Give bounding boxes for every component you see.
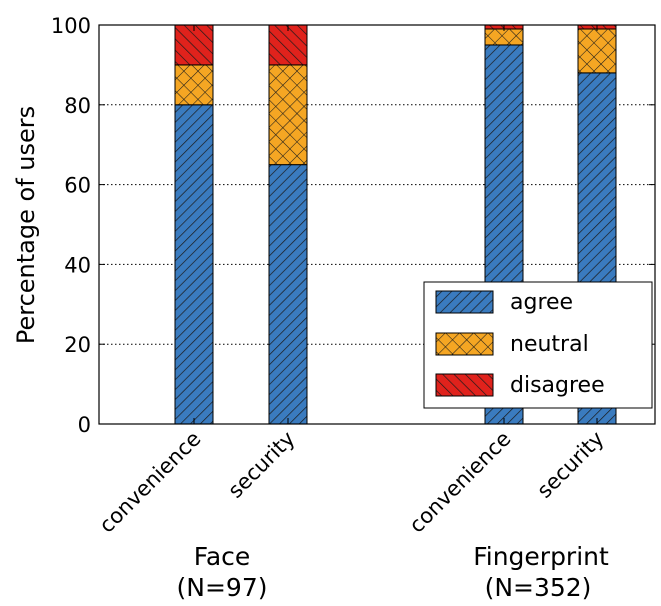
y-tick-label: 80 [64,94,91,118]
x-tick-label: convenience [95,427,206,538]
legend-swatch-agree [435,290,494,314]
y-tick-label: 100 [51,14,91,38]
legend-label-neutral: neutral [510,332,589,357]
legend-swatch-neutral [435,332,494,356]
x-tick-label: security [532,427,608,503]
bar-agree [174,104,214,425]
x-tick-label: security [223,427,299,503]
y-tick-label: 40 [64,253,91,277]
bar-neutral [174,64,214,106]
legend: agree neutral disagree [423,281,653,409]
bar-agree [268,164,308,425]
x-tick-label: convenience [405,427,516,538]
bar-disagree [268,24,308,66]
bar-neutral [484,28,524,46]
y-tick-label: 60 [64,174,91,198]
legend-swatch-disagree [435,373,494,397]
group-label-face: Face [194,542,251,571]
bar-neutral [577,28,617,74]
y-tick-label: 0 [78,413,91,437]
y-axis-title: Percentage of users [12,106,40,344]
group-label-fingerprint: Fingerprint [473,542,609,571]
group-label-face-n: (N=97) [177,573,268,602]
legend-label-agree: agree [510,290,573,315]
y-tick-label: 20 [64,333,91,357]
group-label-fingerprint-n: (N=352) [485,573,592,602]
plot-frame [98,24,656,425]
legend-label-disagree: disagree [510,373,605,398]
bar-neutral [268,64,308,166]
